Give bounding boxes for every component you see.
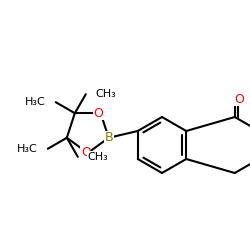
Text: O: O — [94, 107, 104, 120]
Text: CH₃: CH₃ — [88, 152, 108, 162]
Text: O: O — [81, 146, 91, 160]
Text: H₃C: H₃C — [25, 97, 46, 107]
Text: B: B — [104, 131, 113, 144]
Text: H₃C: H₃C — [17, 144, 38, 154]
Text: CH₃: CH₃ — [96, 89, 116, 99]
Text: O: O — [234, 92, 244, 106]
